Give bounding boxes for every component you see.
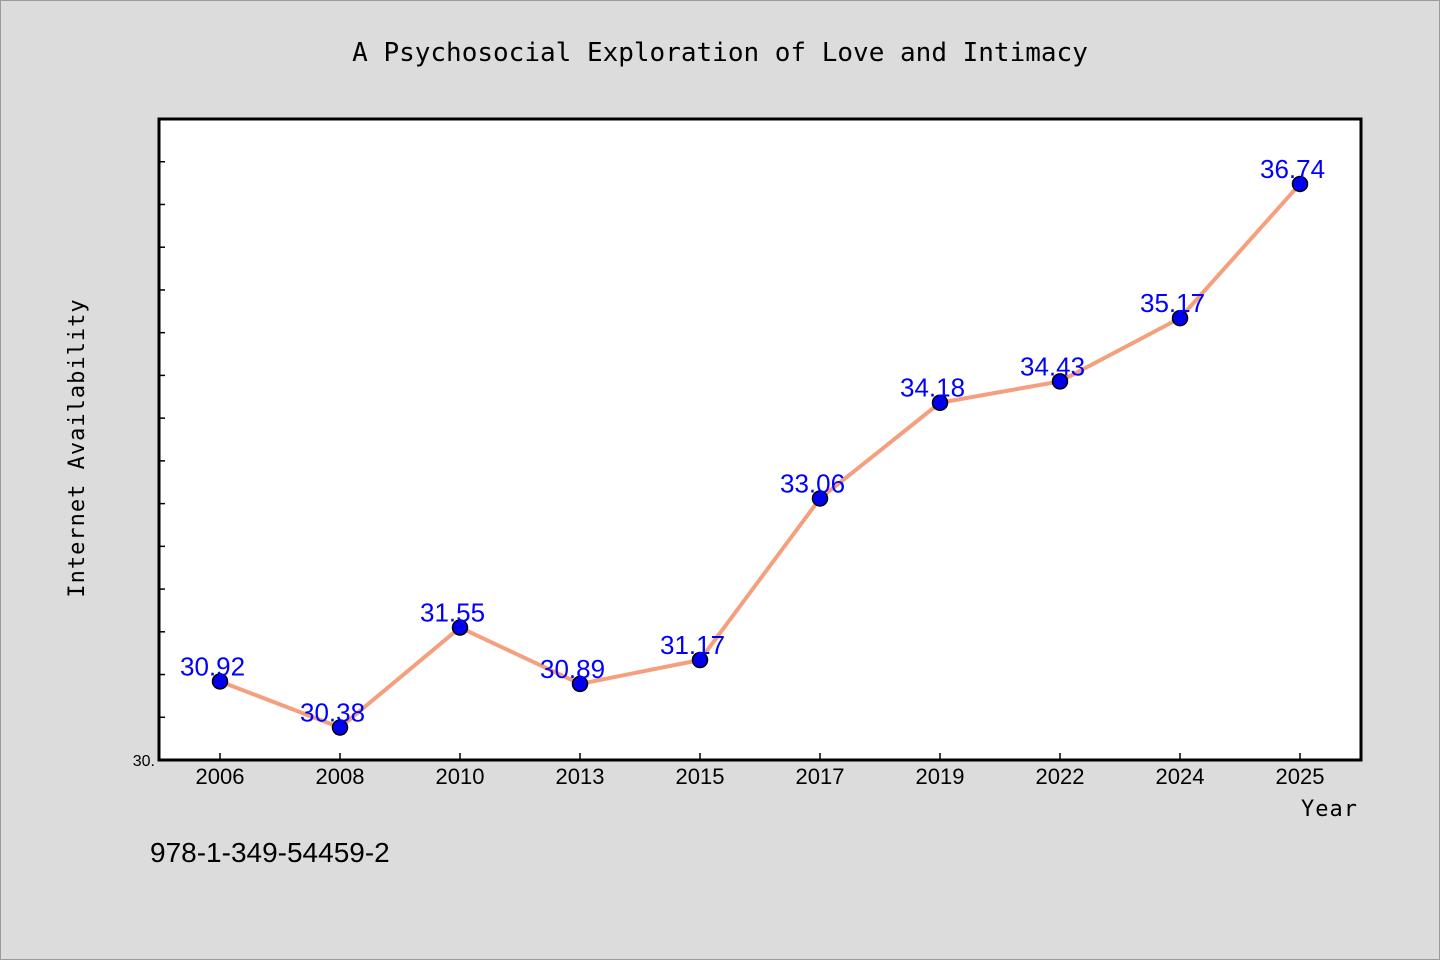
series-lines bbox=[218, 181, 1302, 730]
data-label: 33.06 bbox=[780, 468, 845, 498]
data-point bbox=[931, 394, 949, 411]
x-tick-label: 2022 bbox=[1036, 764, 1085, 789]
y-axis-ticks bbox=[159, 118, 165, 761]
data-point bbox=[211, 673, 229, 690]
x-tick-label: 2017 bbox=[796, 764, 845, 789]
data-label: 36.74 bbox=[1260, 154, 1325, 184]
x-tick-label: 2013 bbox=[556, 764, 605, 789]
data-label: 31.17 bbox=[660, 630, 725, 660]
data-point bbox=[1051, 373, 1069, 390]
x-tick-label: 2015 bbox=[676, 764, 725, 789]
data-point bbox=[1171, 309, 1189, 327]
data-point bbox=[451, 619, 469, 636]
x-axis-ticks bbox=[219, 753, 1301, 760]
isbn-annotation: 978-1-349-54459-2 bbox=[150, 837, 390, 868]
data-label: 30.92 bbox=[180, 651, 245, 681]
data-point bbox=[691, 651, 709, 669]
x-tick-label: 2006 bbox=[196, 764, 245, 789]
data-label: 30.38 bbox=[300, 698, 365, 728]
x-axis-title: Year bbox=[1301, 797, 1358, 822]
data-point bbox=[1291, 175, 1309, 193]
x-axis-tick-labels: 2006 2008 2010 2013 2015 2017 2019 2022 2024 2025 bbox=[196, 764, 1325, 789]
data-label: 30.89 bbox=[540, 654, 605, 684]
data-point bbox=[331, 719, 349, 736]
series-markers bbox=[211, 175, 1309, 736]
data-label: 34.18 bbox=[900, 373, 965, 403]
data-point bbox=[811, 490, 829, 507]
x-tick-label: 2024 bbox=[1156, 764, 1205, 789]
plot-area bbox=[157, 117, 1363, 762]
data-label: 34.43 bbox=[1020, 351, 1085, 381]
x-tick-label: 2019 bbox=[916, 764, 965, 789]
series-data-labels: 30.92 30.38 31.55 30.89 31.17 33.06 34.18 34.43… bbox=[180, 154, 1325, 728]
y-axis-title: Internet Availability bbox=[65, 298, 90, 597]
x-tick-label: 2010 bbox=[436, 764, 485, 789]
y-axis-min-label: 30. bbox=[133, 753, 155, 770]
x-tick-label: 2025 bbox=[1276, 764, 1325, 789]
x-tick-label: 2008 bbox=[316, 764, 365, 789]
data-label: 35.17 bbox=[1140, 288, 1205, 318]
data-label: 31.55 bbox=[420, 598, 485, 628]
data-point bbox=[571, 675, 589, 693]
series-line bbox=[218, 181, 1302, 730]
chart-title: A Psychosocial Exploration of Love and I… bbox=[352, 38, 1088, 68]
